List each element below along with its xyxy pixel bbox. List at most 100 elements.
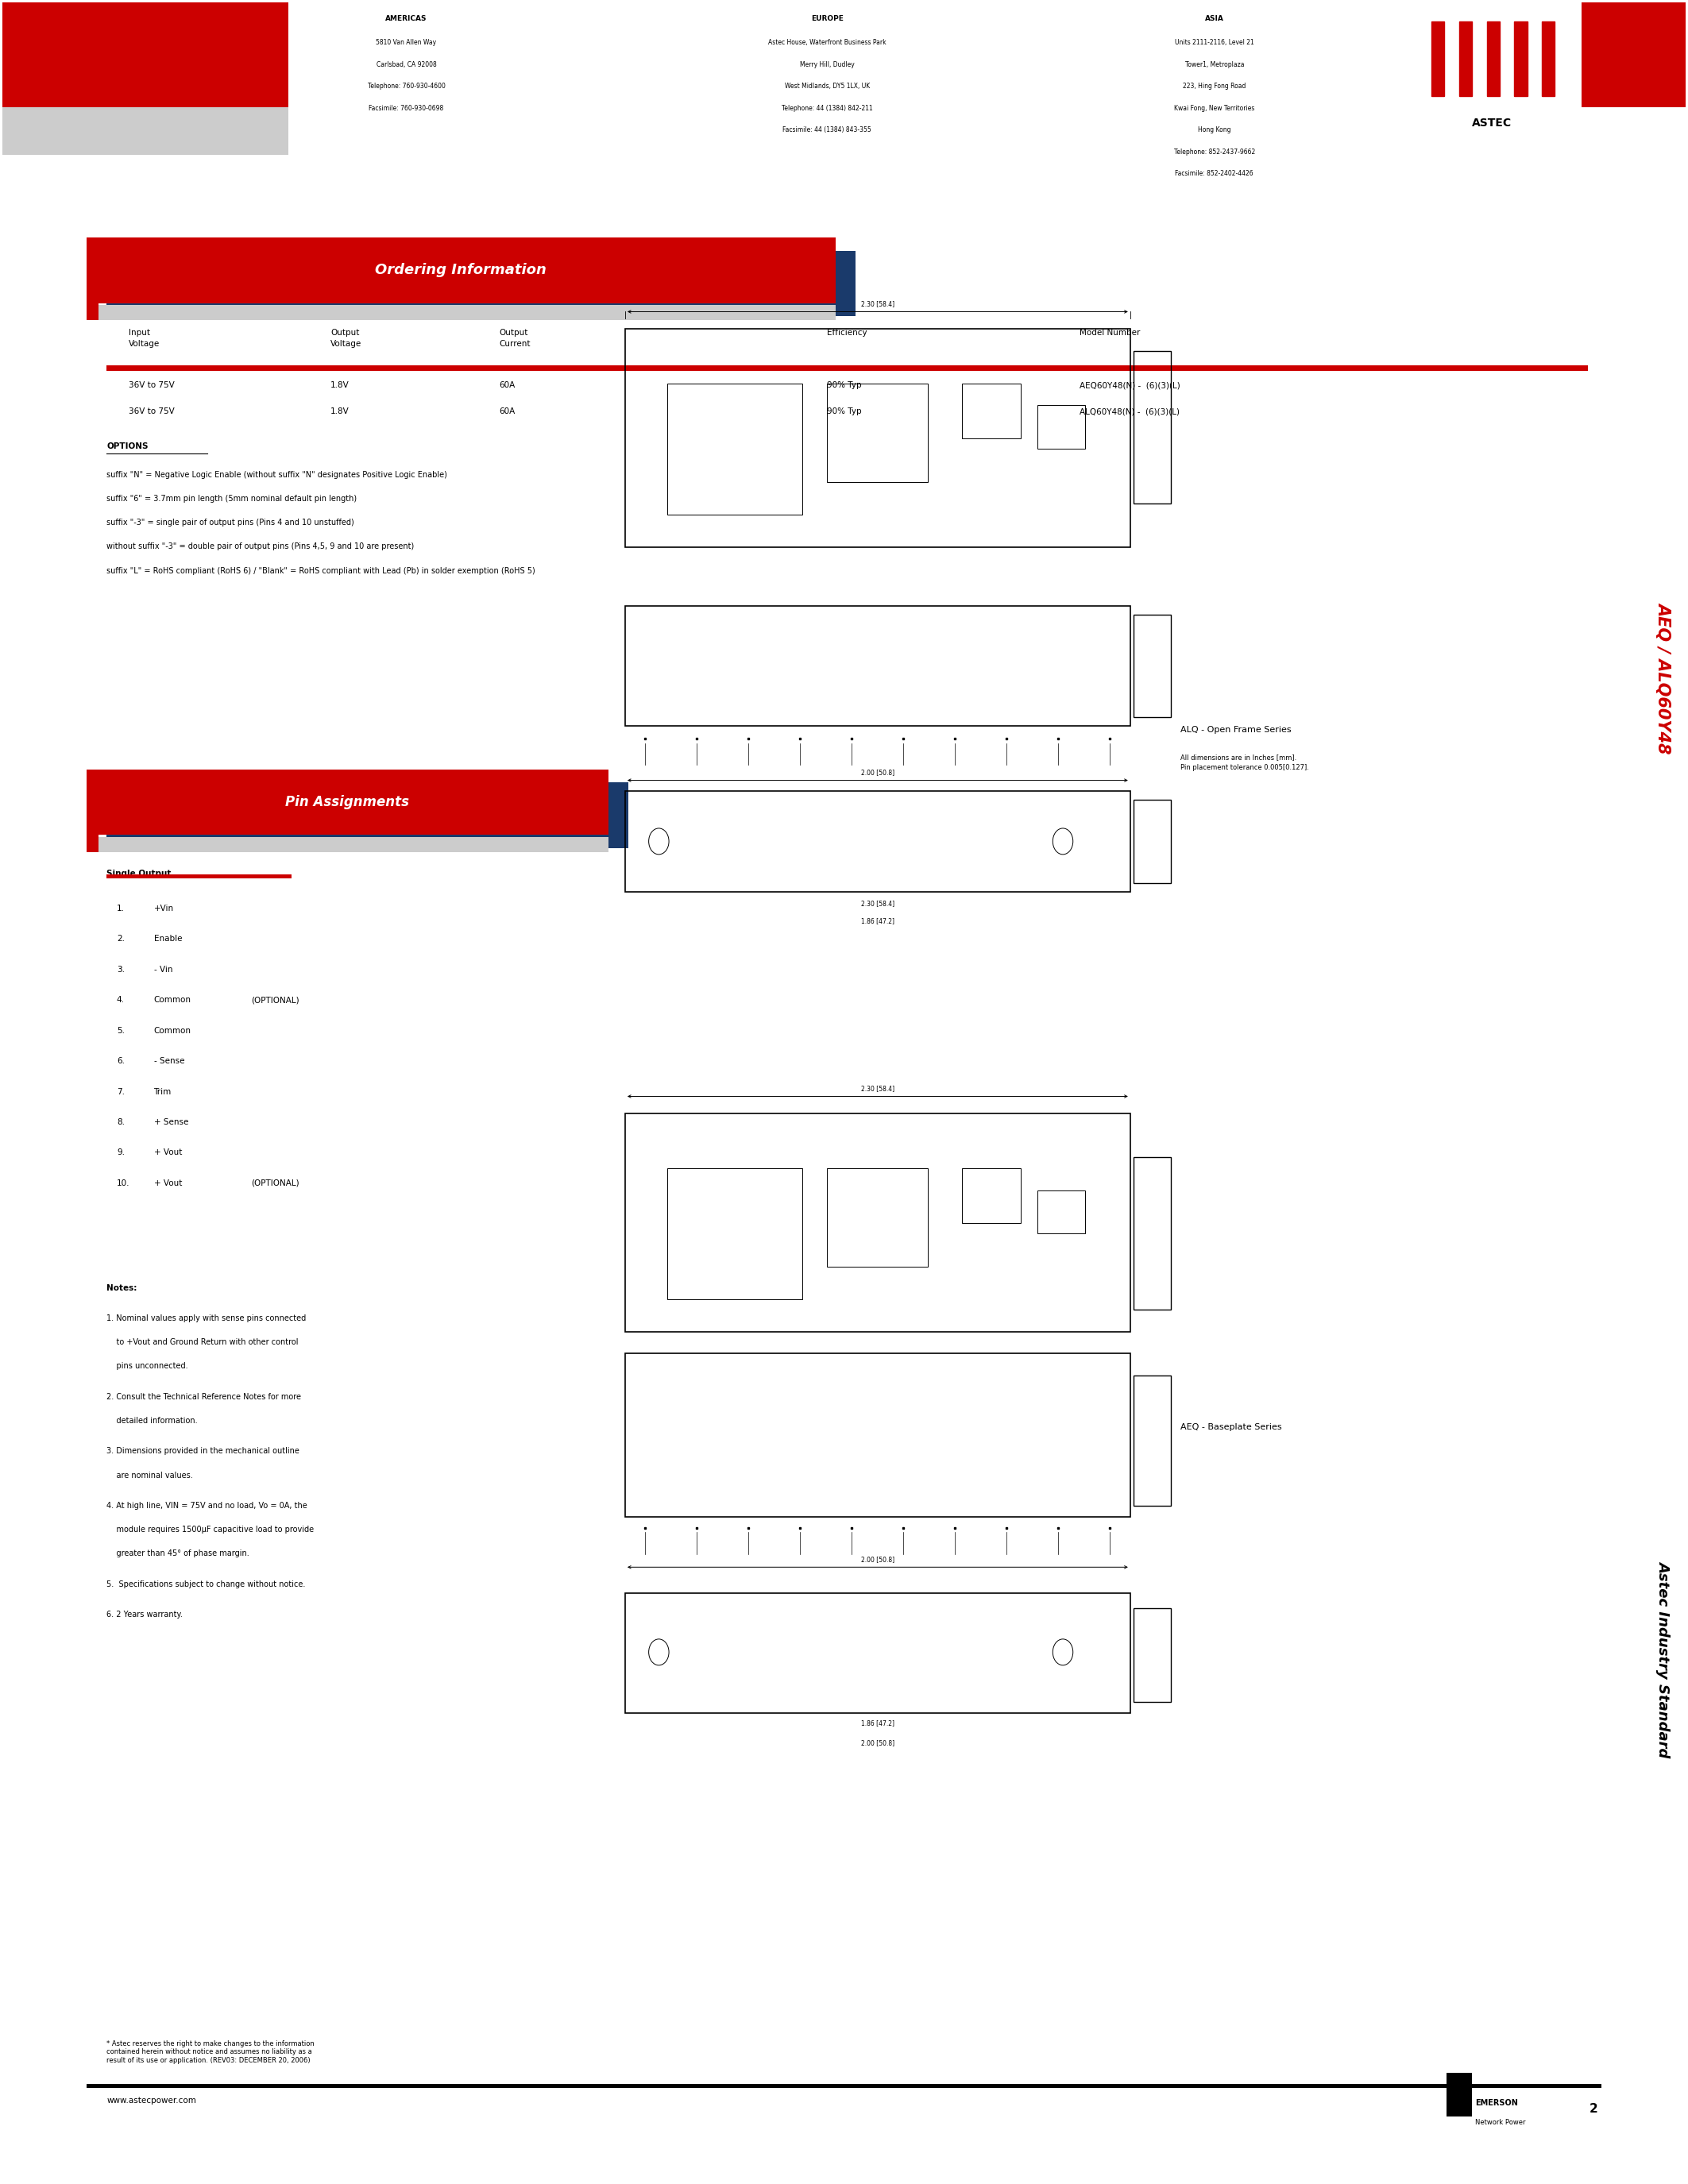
Text: suffix "L" = RoHS compliant (RoHS 6) / "Blank" = RoHS compliant with Lead (Pb) i: suffix "L" = RoHS compliant (RoHS 6) / "… [106, 566, 535, 574]
Text: OPTIONS: OPTIONS [106, 443, 149, 450]
Text: 10.: 10. [116, 1179, 130, 1188]
Text: 2.30 [58.4]: 2.30 [58.4] [861, 299, 895, 308]
Text: 3.: 3. [116, 965, 125, 974]
Text: All dimensions are in Inches [mm].
Pin placement tolerance 0.005[0.127].: All dimensions are in Inches [mm]. Pin p… [1180, 753, 1310, 771]
Text: ALQ - Open Frame Series: ALQ - Open Frame Series [1180, 725, 1291, 734]
Text: ASIA: ASIA [1205, 15, 1224, 22]
Bar [2, 107, 289, 155]
Bar [1038, 406, 1085, 450]
Bar [625, 791, 1131, 891]
Text: 2.00 [50.8]: 2.00 [50.8] [861, 1738, 895, 1747]
Bar [1134, 614, 1170, 716]
Bar [86, 769, 98, 852]
Text: pins unconnected.: pins unconnected. [106, 1363, 187, 1369]
Text: 60A: 60A [500, 408, 515, 415]
Bar [1134, 1376, 1170, 1507]
Text: Output
Voltage: Output Voltage [331, 330, 361, 347]
Text: AMERICAS: AMERICAS [385, 15, 427, 22]
Text: AEQ / ALQ60Y48: AEQ / ALQ60Y48 [1656, 603, 1671, 753]
Text: Input
Voltage: Input Voltage [128, 330, 160, 347]
Text: Ordering Information: Ordering Information [375, 262, 547, 277]
Text: - Vin: - Vin [154, 965, 172, 974]
Text: 2.30 [58.4]: 2.30 [58.4] [861, 1085, 895, 1092]
Text: suffix "N" = Negative Logic Enable (without suffix "N" designates Positive Logic: suffix "N" = Negative Logic Enable (with… [106, 472, 447, 478]
Bar [86, 2084, 1602, 2088]
Text: Facsimile: 44 (1384) 843-355: Facsimile: 44 (1384) 843-355 [783, 127, 871, 133]
Text: 2.00 [50.8]: 2.00 [50.8] [861, 769, 895, 775]
Bar [1134, 799, 1170, 882]
Text: 2.30 [58.4]: 2.30 [58.4] [861, 900, 895, 906]
Text: 1.86 [47.2]: 1.86 [47.2] [861, 917, 895, 924]
Text: 60A: 60A [500, 382, 515, 389]
Bar [86, 769, 608, 834]
Polygon shape [1487, 22, 1499, 96]
Bar [667, 1168, 802, 1299]
Text: Astec House, Waterfront Business Park: Astec House, Waterfront Business Park [768, 39, 886, 46]
Text: +Vin: +Vin [154, 904, 174, 913]
Text: 36V to 75V: 36V to 75V [128, 408, 174, 415]
Text: Facsimile: 760-930-0698: Facsimile: 760-930-0698 [370, 105, 444, 111]
Text: Astec Industry Standard: Astec Industry Standard [1656, 1559, 1671, 1756]
Polygon shape [1458, 22, 1472, 96]
Bar [625, 330, 1131, 548]
Text: 1.: 1. [116, 904, 125, 913]
Text: Hong Kong: Hong Kong [1198, 127, 1231, 133]
Text: - Sense: - Sense [154, 1057, 184, 1066]
Text: 1. Nominal values apply with sense pins connected: 1. Nominal values apply with sense pins … [106, 1315, 306, 1321]
Bar [1134, 1158, 1170, 1310]
Bar [1038, 1190, 1085, 1234]
Text: + Vout: + Vout [154, 1149, 182, 1158]
Bar [106, 874, 292, 878]
Bar [1447, 2073, 1472, 2116]
Text: 3. Dimensions provided in the mechanical outline: 3. Dimensions provided in the mechanical… [106, 1448, 299, 1455]
Text: Pin Assignments: Pin Assignments [285, 795, 408, 810]
Text: EUROPE: EUROPE [810, 15, 844, 22]
Text: are nominal values.: are nominal values. [106, 1472, 192, 1479]
Bar [1134, 352, 1170, 505]
Bar [86, 238, 98, 321]
Bar [625, 605, 1131, 725]
Bar [827, 384, 928, 483]
Polygon shape [1431, 22, 1445, 96]
Text: Carlsbad, CA 92008: Carlsbad, CA 92008 [376, 61, 437, 68]
Text: Model Number: Model Number [1080, 330, 1141, 336]
Text: AEQ - Baseplate Series: AEQ - Baseplate Series [1180, 1424, 1283, 1431]
Text: 9.: 9. [116, 1149, 125, 1158]
Text: Telephone: 760-930-4600: Telephone: 760-930-4600 [368, 83, 446, 90]
Text: + Vout: + Vout [154, 1179, 182, 1188]
Text: detailed information.: detailed information. [106, 1417, 197, 1424]
Text: ASTEC: ASTEC [1472, 118, 1512, 129]
Text: 4. At high line, VIN = 75V and no load, Vo = 0A, the: 4. At high line, VIN = 75V and no load, … [106, 1503, 307, 1509]
Polygon shape [1514, 22, 1528, 96]
Text: Common: Common [154, 1026, 191, 1035]
Text: Units 2111-2116, Level 21: Units 2111-2116, Level 21 [1175, 39, 1254, 46]
Text: suffix "6" = 3.7mm pin length (5mm nominal default pin length): suffix "6" = 3.7mm pin length (5mm nomin… [106, 496, 356, 502]
Text: 2: 2 [1588, 2103, 1597, 2116]
Bar [106, 251, 856, 317]
Bar [86, 306, 836, 321]
Text: Output
Current: Output Current [500, 330, 530, 347]
Bar [1582, 2, 1686, 107]
Text: Telephone: 44 (1384) 842-211: Telephone: 44 (1384) 842-211 [782, 105, 873, 111]
Bar [1430, 17, 1568, 100]
Text: module requires 1500μF capacitive load to provide: module requires 1500μF capacitive load t… [106, 1527, 314, 1533]
Text: Trim: Trim [154, 1088, 172, 1096]
Text: suffix "-3" = single pair of output pins (Pins 4 and 10 unstuffed): suffix "-3" = single pair of output pins… [106, 520, 354, 526]
Text: (OPTIONAL): (OPTIONAL) [252, 1179, 299, 1188]
Text: 4.: 4. [116, 996, 125, 1005]
Text: EMERSON: EMERSON [1475, 2099, 1518, 2108]
Text: Kwai Fong, New Territories: Kwai Fong, New Territories [1175, 105, 1254, 111]
Text: 90% Typ: 90% Typ [827, 382, 863, 389]
Text: Facsimile: 852-2402-4426: Facsimile: 852-2402-4426 [1175, 170, 1254, 177]
Text: Telephone: 852-2437-9662: Telephone: 852-2437-9662 [1173, 149, 1254, 155]
Bar [625, 1594, 1131, 1712]
Polygon shape [1543, 22, 1555, 96]
Text: Single Output: Single Output [106, 869, 170, 878]
Text: Common: Common [154, 996, 191, 1005]
Bar [86, 238, 836, 304]
Bar [1134, 1610, 1170, 1701]
Bar [625, 1114, 1131, 1332]
Text: Efficiency: Efficiency [827, 330, 868, 336]
Bar [827, 1168, 928, 1267]
Text: 1.8V: 1.8V [331, 382, 349, 389]
